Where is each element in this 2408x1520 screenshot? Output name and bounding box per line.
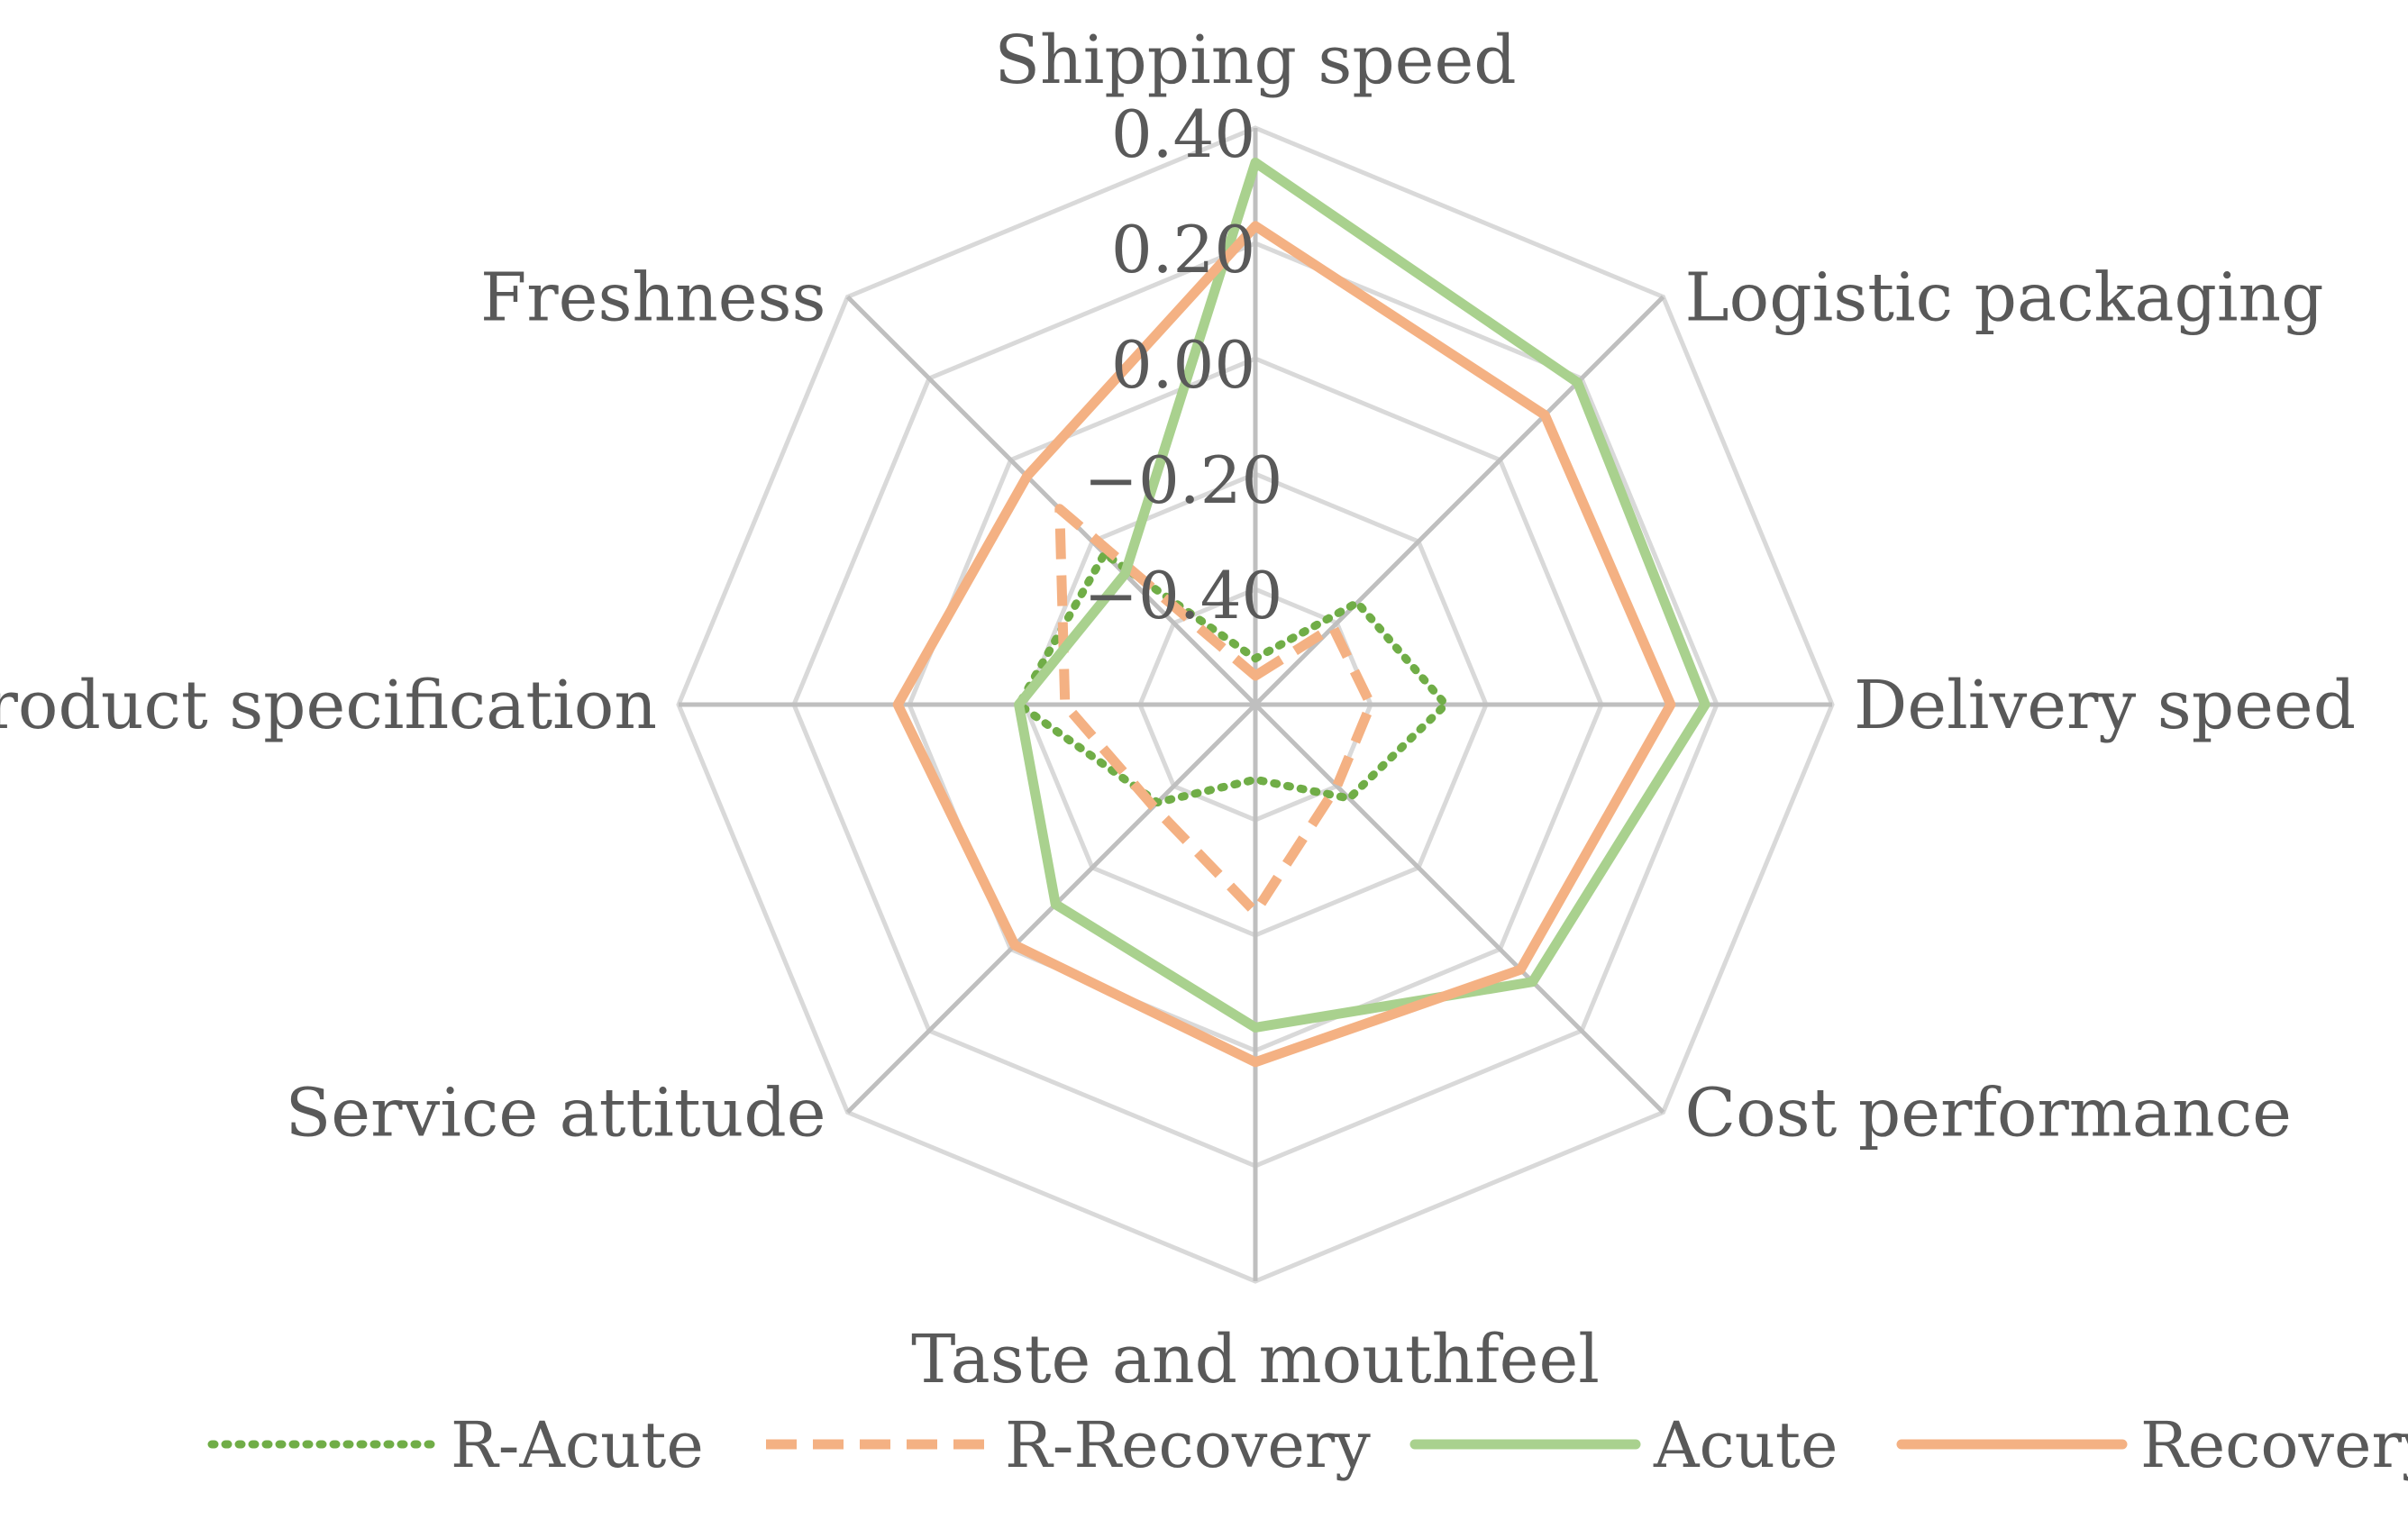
category-labels: Shipping speed Logistic packaging Delivery… xyxy=(0,22,2356,1398)
spoke-7 xyxy=(845,295,1257,706)
category-label: Taste and mouthfeel xyxy=(911,1321,1600,1398)
legend-label: R-Acute xyxy=(451,1408,704,1482)
series-layer xyxy=(892,157,1710,1068)
series-line-acute xyxy=(1014,157,1710,1033)
legend-item: R-Recovery xyxy=(766,1408,1371,1482)
series-line-r-recovery xyxy=(1054,504,1376,917)
category-label: Logistic packaging xyxy=(1685,259,2324,337)
series-line-r-acute xyxy=(1015,550,1450,807)
spoke-3 xyxy=(1254,703,1665,1115)
legend-label: Recovery xyxy=(2140,1408,2408,1482)
tick-label: 0.00 xyxy=(1111,327,1255,403)
category-label: Freshness xyxy=(480,259,826,337)
category-label: Cost performance xyxy=(1685,1075,2292,1152)
legend-label: Acute xyxy=(1653,1408,1838,1482)
category-label: Delivery speed xyxy=(1854,667,2356,744)
legend-label: R-Recovery xyxy=(1005,1408,1371,1482)
category-label: Shipping speed xyxy=(994,22,1516,99)
legend-item: Recovery xyxy=(1896,1408,2408,1482)
category-label: Service attitude xyxy=(286,1075,826,1152)
spoke-5 xyxy=(845,703,1257,1115)
tick-label: −0.40 xyxy=(1084,558,1283,633)
legend: R-Acute R-Recovery Acute Recovery xyxy=(207,1408,2408,1482)
series-line-recovery xyxy=(892,221,1676,1068)
tick-label: 0.20 xyxy=(1111,212,1255,287)
tick-labels: 0.40 0.20 0.00 −0.20 −0.40 xyxy=(1084,96,1283,633)
category-label: Product specification xyxy=(0,667,657,744)
legend-item: R-Acute xyxy=(207,1408,704,1482)
tick-label: 0.40 xyxy=(1111,96,1255,172)
legend-item: Acute xyxy=(1409,1408,1838,1482)
tick-label: −0.20 xyxy=(1084,442,1283,518)
spoke-1 xyxy=(1254,295,1665,706)
grid xyxy=(676,125,1835,1284)
